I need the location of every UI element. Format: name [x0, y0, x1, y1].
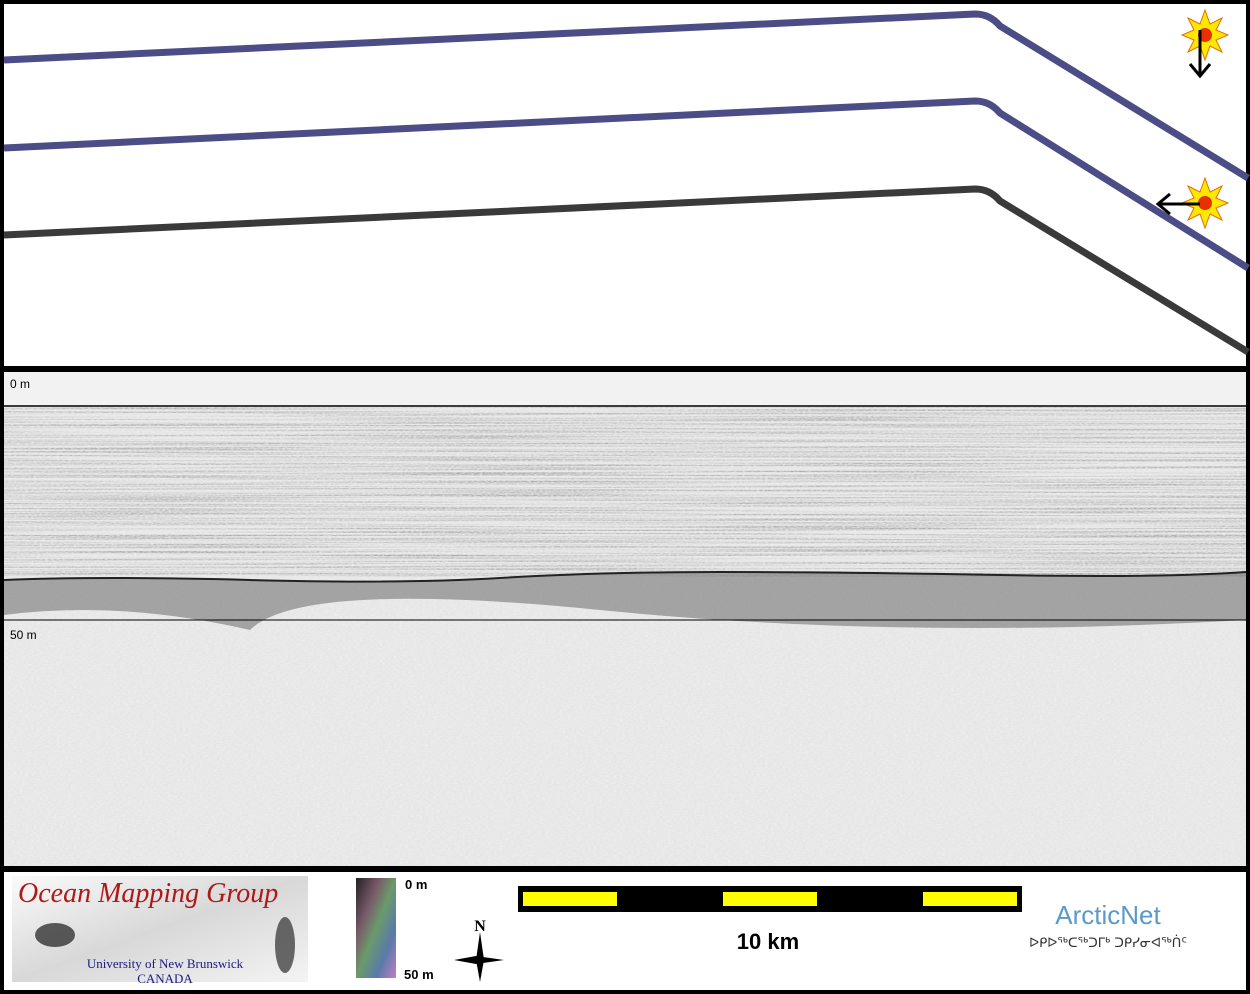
event-marker [1180, 8, 1230, 79]
logo-university: University of New Brunswick [87, 956, 244, 971]
north-arrow [454, 932, 504, 982]
track-line [3, 10, 1250, 181]
arcticnet-name: ArcticNet [1055, 900, 1161, 930]
seismic-noise [4, 407, 1246, 866]
track-line [3, 185, 1250, 355]
depth-label: 0 m [10, 377, 30, 391]
seabed-reflector [4, 572, 1246, 630]
logo-country: CANADA [137, 971, 193, 986]
colorbar-label: 50 m [404, 967, 434, 982]
logo-graphic [275, 917, 295, 973]
depth-label: 50 m [10, 628, 37, 642]
event-marker [1155, 176, 1230, 230]
arcticnet-tagline: ᐅᑭᐅᖅᑕᖅᑐᒥᒃ ᑐᑭᓯᓂᐊᖅᑏᑦ [1029, 934, 1187, 951]
colorbar-label: 0 m [405, 877, 427, 892]
seafloor-line [3, 570, 1247, 583]
track-line [3, 97, 1250, 271]
scale-bar [518, 886, 1022, 912]
logo-graphic [35, 923, 75, 947]
logo-title: Ocean Mapping Group [18, 878, 278, 909]
tracks [3, 10, 1250, 355]
north-label: N [474, 918, 486, 935]
colorbar [356, 878, 396, 978]
scale-label: 10 km [737, 929, 799, 954]
track-panel [4, 4, 1246, 366]
